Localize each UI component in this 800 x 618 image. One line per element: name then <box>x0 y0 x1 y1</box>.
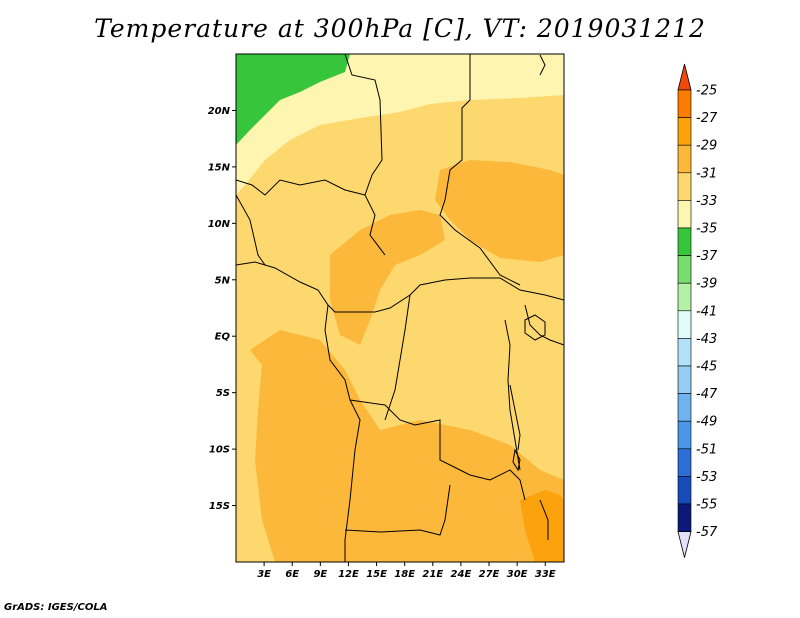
colorbar-band <box>677 476 692 505</box>
colorbar-label: -39 <box>696 277 717 292</box>
colorbar-bottom-arrow <box>677 531 692 558</box>
field-orange-southwest <box>236 330 564 562</box>
field-pale-north <box>236 54 564 195</box>
colorbar-label: -57 <box>696 525 718 540</box>
field-light-west <box>236 350 275 562</box>
lon-tick-label: 30E <box>507 569 528 580</box>
map-frame <box>235 53 565 563</box>
colorbar: -25 -27 -29 -31 -33 -35 -37 -39 -41 -43 -45 -47 -49 -… <box>677 63 718 558</box>
lat-tick-label: 10S <box>209 445 230 456</box>
colorbar-band <box>677 282 692 312</box>
latitude-axis: 20N 15N 10N 5N EQ 5S 10S 15S <box>208 106 236 512</box>
lat-tick-label: 20N <box>208 106 231 117</box>
lat-tick-label: 5N <box>215 275 231 286</box>
colorbar-label: -53 <box>696 470 717 485</box>
lakes <box>509 314 549 540</box>
colorbar-label: -37 <box>696 249 718 264</box>
field-deep-orange-se <box>520 490 564 562</box>
colorbar-label: -25 <box>696 84 717 99</box>
colorbar-label: -55 <box>696 498 717 513</box>
lon-tick-label: 27E <box>479 569 500 580</box>
lon-tick-label: 9E <box>313 569 327 580</box>
colorbar-band <box>677 89 692 118</box>
field-orange-east <box>435 160 564 262</box>
colorbar-label: -47 <box>696 387 718 402</box>
field-green-nw <box>236 54 350 145</box>
colorbar-label: -49 <box>696 415 717 430</box>
lon-tick-label: 15E <box>366 569 387 580</box>
colorbar-band <box>677 338 692 367</box>
colorbar-band <box>677 172 692 201</box>
lon-tick-label: 21E <box>422 569 443 580</box>
temperature-field <box>236 54 564 562</box>
colorbar-band <box>677 503 692 532</box>
colorbar-band <box>677 144 692 174</box>
colorbar-band <box>677 227 692 256</box>
lon-tick-label: 24E <box>451 569 472 580</box>
lon-tick-label: 12E <box>338 569 359 580</box>
colorbar-label: -43 <box>696 332 717 347</box>
colorbar-band <box>677 255 692 284</box>
colorbar-label: -51 <box>696 442 717 457</box>
field-orange-band <box>330 210 445 345</box>
lon-tick-label: 3E <box>257 569 271 580</box>
colorbar-band <box>677 448 692 477</box>
country-borders <box>236 54 564 562</box>
colorbar-band <box>677 393 692 422</box>
colorbar-band <box>677 200 692 229</box>
lat-tick-label: 15S <box>209 501 230 512</box>
colorbar-label: -29 <box>696 139 717 154</box>
lon-tick-label: 6E <box>285 569 299 580</box>
colorbar-label: -35 <box>696 222 717 237</box>
colorbar-label: -31 <box>696 166 717 181</box>
colorbar-label: -41 <box>696 304 717 319</box>
lon-tick-label: 18E <box>394 569 415 580</box>
colorbar-band <box>677 117 692 146</box>
lat-tick-label: EQ <box>215 332 231 343</box>
colorbar-band <box>677 310 692 339</box>
lat-tick-label: 15N <box>208 162 231 173</box>
colorbar-label: -45 <box>696 360 717 375</box>
colorbar-label: -27 <box>696 111 718 126</box>
lon-tick-label: 33E <box>535 569 556 580</box>
lat-tick-label: 10N <box>208 219 231 230</box>
chart-title: Temperature at 300hPa [C], VT: 201903121… <box>94 14 706 43</box>
longitude-axis: 3E 6E 9E 12E 15E 18E 21E 24E 27E 30E 33E <box>257 562 556 580</box>
colorbar-top-arrow <box>677 63 692 91</box>
colorbar-band <box>677 365 692 394</box>
colorbar-label: -33 <box>696 194 717 209</box>
colorbar-band <box>677 420 692 450</box>
lat-tick-label: 5S <box>216 388 230 399</box>
credit-label: GrADS: IGES/COLA <box>4 602 108 613</box>
